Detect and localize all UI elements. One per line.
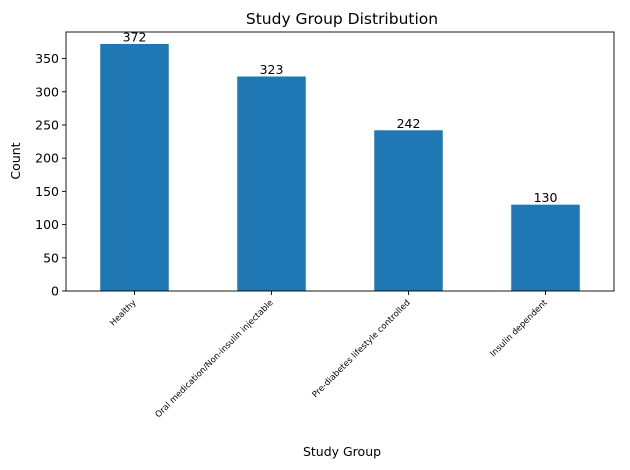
y-tick-label: 250 — [35, 117, 59, 132]
x-tick-label: Oral medication/Non-insulin injectable — [154, 298, 276, 420]
y-tick-label: 0 — [51, 284, 59, 299]
x-tick-label: Insulin dependent — [488, 298, 550, 360]
y-tick-label: 300 — [35, 84, 59, 99]
y-axis: 0 50 100 150 200 250 300 350 — [35, 51, 66, 299]
y-tick-label: 350 — [35, 51, 59, 66]
data-label: 323 — [260, 62, 284, 77]
x-axis: Healthy Oral medication/Non-insulin injec… — [108, 291, 550, 420]
x-axis-label: Study Group — [303, 444, 381, 459]
bar — [237, 76, 306, 291]
data-labels: 372 323 242 130 — [123, 29, 558, 205]
y-tick-label: 50 — [43, 250, 59, 265]
y-tick-label: 150 — [35, 184, 59, 199]
y-tick-label: 100 — [35, 217, 59, 232]
bar — [100, 43, 169, 292]
y-axis-label: Count — [8, 142, 23, 179]
data-label: 130 — [534, 190, 558, 205]
data-label: 372 — [123, 29, 147, 44]
x-tick-label: Pre-diabetes lifestyle controlled — [311, 298, 413, 400]
bar — [511, 204, 580, 291]
bars — [100, 43, 580, 292]
chart-title: Study Group Distribution — [246, 10, 438, 28]
bar — [374, 130, 443, 291]
data-label: 242 — [397, 116, 421, 131]
y-tick-label: 200 — [35, 151, 59, 166]
plot-frame — [65, 31, 615, 292]
x-tick-label: Healthy — [108, 298, 138, 328]
